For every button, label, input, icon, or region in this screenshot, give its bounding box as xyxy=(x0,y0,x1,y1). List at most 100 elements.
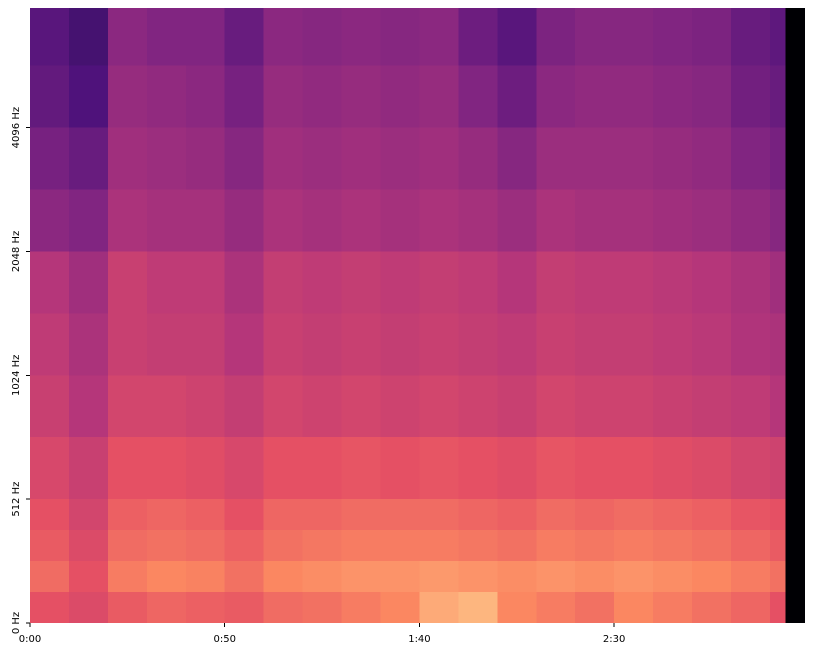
spectrogram-cell xyxy=(341,530,381,562)
spectrogram-cell xyxy=(68,189,108,252)
spectrogram-cell xyxy=(224,251,264,314)
spectrogram-cell xyxy=(497,127,537,190)
spectrogram-cell xyxy=(68,65,108,128)
spectrogram-cell xyxy=(263,375,303,438)
spectrogram-cell xyxy=(224,375,264,438)
spectrogram-cell xyxy=(146,65,186,128)
spectrogram-cell xyxy=(68,561,108,593)
spectrogram-cell xyxy=(769,313,786,376)
spectrogram-cell xyxy=(653,530,693,562)
spectrogram-cell xyxy=(30,375,69,438)
spectrogram-cell xyxy=(458,189,498,252)
spectrogram-cell xyxy=(497,375,537,438)
spectrogram-cell xyxy=(419,499,459,531)
spectrogram-cell xyxy=(263,251,303,314)
spectrogram-cell xyxy=(653,561,693,593)
spectrogram-cell xyxy=(419,189,459,252)
spectrogram-cell xyxy=(575,313,615,376)
spectrogram-cell xyxy=(380,530,420,562)
spectrogram-cell xyxy=(692,8,732,66)
spectrogram-cell xyxy=(185,530,225,562)
spectrogram-cell xyxy=(692,313,732,376)
spectrogram-cell xyxy=(536,530,576,562)
spectrogram-cell xyxy=(575,561,615,593)
spectrogram-cell xyxy=(68,437,108,500)
spectrogram-cell xyxy=(458,499,498,531)
spectrogram-cell xyxy=(302,8,342,66)
spectrogram-cell xyxy=(146,8,186,66)
spectrogram-cell xyxy=(30,8,69,66)
spectrogram-cell xyxy=(380,561,420,593)
spectrogram-cell xyxy=(536,251,576,314)
spectrogram-cell xyxy=(653,375,693,438)
spectrogram-cell xyxy=(497,313,537,376)
spectrogram-cell xyxy=(224,8,264,66)
spectrogram-cell xyxy=(769,530,786,562)
spectrogram-cell xyxy=(575,530,615,562)
spectrogram-cell xyxy=(185,437,225,500)
x-tick-label: 2:30 xyxy=(603,634,625,645)
spectrogram-cell xyxy=(224,189,264,252)
spectrogram-cell xyxy=(341,592,381,623)
spectrogram-cell xyxy=(341,65,381,128)
spectrogram-cell xyxy=(614,561,654,593)
spectrogram-cell xyxy=(575,189,615,252)
spectrogram-cell xyxy=(497,65,537,128)
spectrogram-cell xyxy=(497,561,537,593)
spectrogram-cell xyxy=(575,8,615,66)
spectrogram-cell xyxy=(185,375,225,438)
spectrogram-cell xyxy=(224,561,264,593)
spectrogram-cell xyxy=(263,65,303,128)
spectrogram-cell xyxy=(614,499,654,531)
spectrogram-cell xyxy=(263,561,303,593)
spectrogram-cell xyxy=(653,313,693,376)
spectrogram-cell xyxy=(458,437,498,500)
spectrogram-cell xyxy=(146,375,186,438)
spectrogram-cell xyxy=(769,189,786,252)
spectrogram-cell xyxy=(30,251,69,314)
spectrogram-cell xyxy=(107,437,147,500)
spectrogram-cell xyxy=(536,189,576,252)
spectrogram-cell xyxy=(341,437,381,500)
spectrogram-cell xyxy=(185,251,225,314)
spectrogram-cell xyxy=(68,375,108,438)
spectrogram-cell xyxy=(769,65,786,128)
spectrogram-cell xyxy=(380,313,420,376)
spectrogram-cell xyxy=(731,530,770,562)
spectrogram-cell xyxy=(536,437,576,500)
spectrogram-cell xyxy=(769,8,786,66)
spectrogram-cell xyxy=(30,530,69,562)
spectrogram-cell xyxy=(692,530,732,562)
spectrogram-cell xyxy=(30,561,69,593)
spectrogram-cell xyxy=(731,65,770,128)
spectrogram-cell xyxy=(614,65,654,128)
spectrogram-cell xyxy=(653,65,693,128)
spectrogram-cell xyxy=(536,313,576,376)
spectrogram-cell xyxy=(769,499,786,531)
spectrogram-cell xyxy=(497,592,537,623)
y-tick-label: 1024 Hz xyxy=(11,355,22,396)
spectrogram-cell xyxy=(419,8,459,66)
spectrogram-cell xyxy=(380,251,420,314)
spectrogram-cell xyxy=(575,65,615,128)
spectrogram-cell xyxy=(302,375,342,438)
spectrogram-cell xyxy=(263,530,303,562)
spectrogram-cell xyxy=(458,313,498,376)
spectrogram-cell xyxy=(419,592,459,623)
y-tick-label: 512 Hz xyxy=(11,482,22,517)
spectrogram-cell xyxy=(731,561,770,593)
spectrogram-cell xyxy=(536,561,576,593)
spectrogram-cell xyxy=(536,8,576,66)
spectrogram-cell xyxy=(380,375,420,438)
spectrogram-cell xyxy=(107,8,147,66)
spectrogram-cell xyxy=(419,375,459,438)
y-tick-label: 2048 Hz xyxy=(11,231,22,272)
spectrogram-cell xyxy=(185,189,225,252)
spectrogram-cell xyxy=(185,313,225,376)
spectrogram-cell xyxy=(692,437,732,500)
spectrogram-cell xyxy=(419,530,459,562)
spectrogram-cell xyxy=(653,592,693,623)
spectrogram-cell xyxy=(419,251,459,314)
spectrogram-cell xyxy=(536,65,576,128)
spectrogram-cell xyxy=(575,437,615,500)
